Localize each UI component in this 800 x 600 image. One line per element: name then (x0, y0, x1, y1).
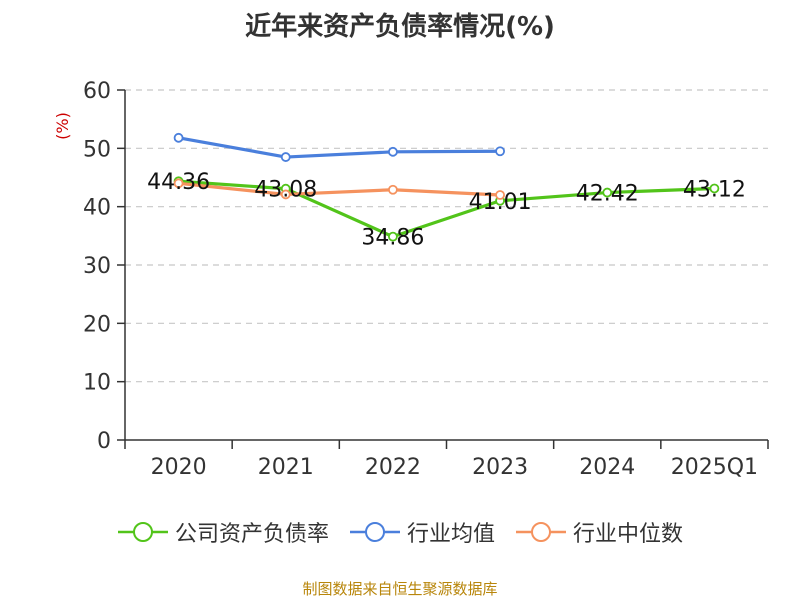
source-note: 制图数据来自恒生聚源数据库 (302, 580, 498, 598)
series-1-point-2021 (280, 152, 291, 162)
y-tick-label-20: 20 (83, 312, 111, 337)
y-tick-label-10: 10 (83, 371, 111, 396)
series-2-point-2021 (280, 189, 291, 200)
legend-swatch-1 (349, 522, 400, 542)
x-tick-label-2024: 2024 (579, 455, 635, 480)
y-tick-label-50: 50 (83, 137, 111, 162)
data-label-2020: 44.36 (147, 170, 210, 195)
y-tick-label-0: 0 (97, 429, 111, 454)
chart-title: 近年来资产负债率情况(%) (245, 12, 555, 42)
series-line-2 (178, 181, 501, 197)
legend-swatch-marker-0 (132, 522, 153, 542)
legend-swatch-marker-2 (531, 522, 551, 542)
x-tick-label-2023: 2023 (472, 455, 528, 480)
data-labels: 44.36 43.08 34.86 41.01 42.42 43.12 (147, 170, 746, 250)
data-label-2021: 43.08 (254, 178, 317, 203)
y-tick-label-60: 60 (83, 79, 111, 104)
legend-label-1: 行业均值 (406, 522, 495, 547)
legend-swatch-0 (117, 522, 168, 542)
x-tick-label-2022: 2022 (365, 455, 421, 480)
x-tick-label-2025Q1: 2025Q1 (671, 455, 758, 480)
series-0-point-2024 (602, 187, 613, 198)
data-label-2024: 42.42 (576, 182, 639, 207)
legend-item-2[interactable]: 行业中位数 (515, 516, 683, 548)
gridlines (125, 89, 768, 383)
series-2-point-2020 (173, 178, 184, 189)
legend-label-2: 行业中位数 (573, 522, 684, 547)
axes: 0 10 20 30 40 50 60 2020 2021 2022 2023 2024 2025Q1 (83, 79, 769, 480)
y-axis-label: (%) (53, 112, 72, 140)
y-tick-label-40: 40 (83, 196, 111, 221)
legend-item-1[interactable]: 行业均值 (349, 516, 495, 548)
legend-label-0: 公司资产负债率 (174, 522, 329, 547)
series-0-point-2022 (388, 231, 398, 242)
data-label-2022: 34.86 (361, 226, 424, 251)
data-label-2025Q1: 43.12 (683, 177, 746, 202)
data-label-2023: 41.01 (469, 190, 532, 215)
x-tick-label-2021: 2021 (258, 455, 314, 480)
legend-swatch-marker-1 (364, 522, 385, 542)
series-1-point-2023 (495, 146, 505, 157)
legend-swatch-2 (516, 522, 566, 542)
legend: 公司资产负债率 行业均值 行业中位数 (0, 516, 800, 548)
series-2-point-2022 (388, 184, 398, 195)
series-2-point-2023 (495, 190, 505, 200)
series-layer (173, 132, 720, 242)
y-tick-label-30: 30 (83, 254, 111, 279)
legend-item-0[interactable]: 公司资产负债率 (117, 516, 329, 548)
x-tick-label-2020: 2020 (151, 455, 207, 480)
series-line-1 (178, 136, 501, 159)
series-1-point-2022 (388, 146, 398, 157)
series-1-point-2020 (173, 132, 184, 143)
series-0-point-2025Q1 (709, 183, 720, 194)
series-line-0 (178, 179, 715, 239)
